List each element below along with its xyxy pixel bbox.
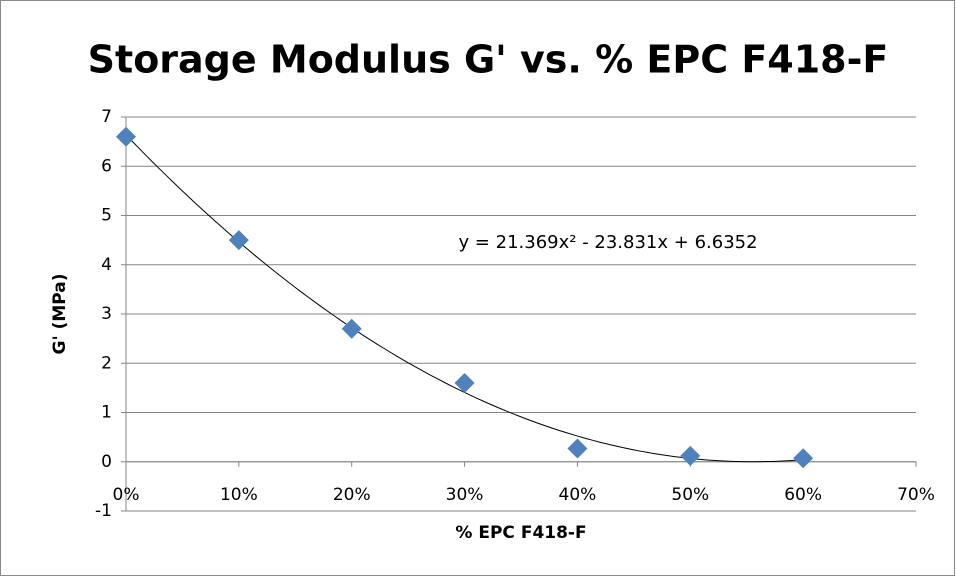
- y-axis-label: G' (MPa): [50, 273, 70, 354]
- x-tick-label: 50%: [671, 485, 709, 505]
- x-tick-label: 70%: [897, 485, 935, 505]
- data-point: [228, 230, 249, 251]
- data-point: [454, 372, 475, 393]
- y-tick-label: -1: [95, 501, 112, 521]
- data-point: [567, 438, 588, 459]
- x-tick-label: 0%: [113, 485, 140, 505]
- chart-title: Storage Modulus G' vs. % EPC F418-F: [88, 38, 889, 82]
- data-point: [341, 318, 362, 339]
- y-tick-label: 2: [101, 353, 112, 373]
- x-tick-label: 40%: [559, 485, 597, 505]
- y-tick-label: 1: [101, 403, 112, 423]
- y-tick-label: 5: [101, 206, 112, 226]
- data-point: [793, 448, 814, 469]
- y-tick-label: 0: [101, 452, 112, 472]
- y-tick-label: 4: [101, 255, 112, 275]
- x-tick-label: 30%: [446, 485, 484, 505]
- y-tick-label: 6: [101, 156, 112, 176]
- x-tick-label: 10%: [220, 485, 258, 505]
- y-tick-label: 7: [101, 107, 112, 127]
- y-tick-label: 3: [101, 304, 112, 324]
- x-axis-label: % EPC F418-F: [455, 523, 586, 543]
- x-tick-label: 60%: [784, 485, 822, 505]
- trendline-equation: y = 21.369x² - 23.831x + 6.6352: [458, 232, 757, 253]
- data-point: [680, 445, 701, 466]
- x-tick-label: 20%: [333, 485, 371, 505]
- data-point: [116, 126, 136, 147]
